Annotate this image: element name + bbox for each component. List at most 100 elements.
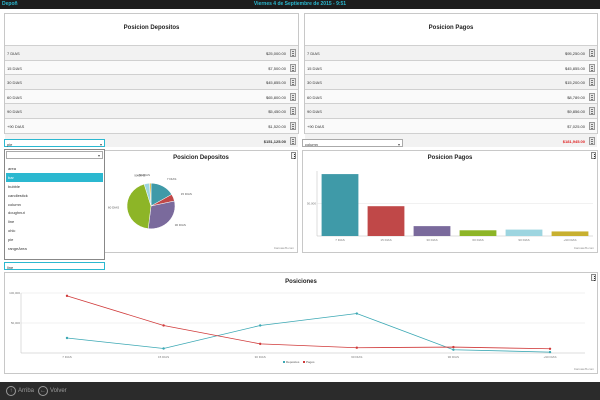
y-tick-label: 50,000 bbox=[307, 202, 317, 206]
depositos-table-panel: Posicion Depositos 7 DIAS $25,000.00 15 DI… bbox=[4, 13, 299, 148]
calculator-icon[interactable] bbox=[290, 136, 296, 145]
x-tick-label: 60 DIAS bbox=[351, 355, 362, 359]
calculator-icon[interactable] bbox=[589, 107, 595, 116]
x-tick-label: 60 DIAS bbox=[472, 238, 483, 242]
row-label: 60 DIAS bbox=[7, 94, 22, 100]
datetime-label: Viernes 4 de Septiembre de 2015 - 9:51 bbox=[253, 1, 347, 7]
chart-menu-button[interactable] bbox=[591, 274, 596, 281]
chart-type-select-posiciones-value: line bbox=[7, 264, 14, 270]
up-button[interactable]: ↑ Arriba bbox=[6, 386, 38, 396]
data-point bbox=[452, 348, 455, 351]
legend-swatch bbox=[303, 361, 305, 363]
row-value: $95,250.00 bbox=[564, 51, 585, 56]
data-point bbox=[548, 350, 552, 354]
y-tick-label: 100,000 bbox=[9, 291, 20, 295]
depositos-pie-chart: 7 DIAS 15 DIAS 30 DIAS 60 DIAS 90 DIAS+90 DI… bbox=[108, 173, 192, 230]
bar bbox=[321, 174, 359, 236]
x-tick-label: 90 DIAS bbox=[518, 238, 529, 242]
calculator-icon[interactable] bbox=[589, 121, 595, 130]
dropdown-option[interactable]: pie bbox=[8, 237, 14, 243]
table-row: 7 DIAS $25,000.00 bbox=[5, 45, 298, 60]
x-tick-label: 30 DIAS bbox=[426, 238, 437, 242]
data-point bbox=[355, 346, 358, 349]
app-name: Depoñ bbox=[2, 1, 18, 7]
posiciones-chart-panel: Posiciones 100,000 50,000 7 DIAS 15 DIAS 30 … bbox=[4, 272, 598, 374]
x-tick-label: 7 DIAS bbox=[335, 238, 345, 242]
pagos-bar-chart: 50,000 7 DIAS 15 DIAS 30 DIAS 60 DIAS 90 DIAS… bbox=[307, 171, 593, 242]
data-point bbox=[548, 347, 552, 350]
calculator-icon[interactable] bbox=[589, 63, 595, 72]
x-tick-label: 15 DIAS bbox=[380, 238, 391, 242]
chart-menu-button[interactable] bbox=[291, 152, 296, 159]
pagos-chart-panel: Posicion Pagos 50,000 7 DIAS 15 DIAS 30 DIA… bbox=[302, 150, 598, 253]
chevron-down-icon: ▾ bbox=[97, 153, 100, 158]
arrow-up-icon: ↑ bbox=[6, 386, 16, 396]
dropdown-option[interactable]: area bbox=[8, 166, 17, 171]
row-label: 30 DIAS bbox=[7, 80, 22, 86]
legend-label: Pagos bbox=[306, 360, 315, 364]
chart-type-select-depositos[interactable]: pie ▾ bbox=[4, 139, 105, 147]
row-value: $7,025.00 bbox=[567, 123, 585, 129]
calculator-icon[interactable] bbox=[589, 49, 595, 57]
row-value: $25,000.00 bbox=[265, 51, 286, 56]
row-value: $45,855.00 bbox=[265, 80, 286, 86]
table-row: 30 DIAS $45,855.00 bbox=[5, 74, 298, 89]
calculator-icon[interactable] bbox=[290, 78, 296, 87]
calculator-icon[interactable] bbox=[290, 63, 296, 72]
posiciones-line-chart: 100,000 50,000 7 DIAS 15 DIAS 30 DIAS 60 DIAS… bbox=[9, 291, 585, 364]
data-point bbox=[355, 312, 358, 315]
dropdown-option[interactable]: candlestick bbox=[8, 192, 28, 198]
depositos-table-title: Posicion Depositos bbox=[123, 25, 180, 31]
dropdown-option[interactable]: bubble bbox=[8, 183, 21, 189]
row-label: +90 DIAS bbox=[307, 123, 325, 129]
data-point bbox=[259, 324, 262, 327]
table-row: 90 DIAS $9,856.00 bbox=[305, 103, 597, 118]
chart-type-select-depositos-value: pie bbox=[7, 141, 13, 147]
top-bar: Depoñ Viernes 4 de Septiembre de 2015 - … bbox=[0, 0, 600, 9]
pie-label: 7 DIAS bbox=[167, 177, 177, 181]
table-row: 60 DIAS $8,789.00 bbox=[305, 88, 597, 104]
chart-menu-button[interactable] bbox=[591, 152, 596, 159]
row-label: 60 DIAS bbox=[307, 94, 322, 100]
chart-type-select-pagos[interactable]: column ▾ bbox=[302, 139, 403, 147]
x-tick-label: +90 DIAS bbox=[564, 238, 577, 242]
dropdown-option[interactable]: ohlc bbox=[8, 228, 16, 234]
chevron-down-icon: ▾ bbox=[397, 141, 400, 147]
dropdown-option[interactable]: line bbox=[8, 219, 15, 225]
dropdown-option[interactable]: column bbox=[8, 201, 21, 207]
calculator-icon[interactable] bbox=[589, 78, 595, 87]
pie-label: 60 DIAS bbox=[108, 206, 119, 210]
data-point bbox=[65, 336, 69, 340]
row-value: $1,520.00 bbox=[268, 123, 286, 129]
dropdown-search-input[interactable]: ▾ bbox=[6, 151, 103, 159]
pagos-table-title: Posicion Pagos bbox=[428, 25, 474, 31]
calculator-icon[interactable] bbox=[589, 136, 595, 145]
back-button[interactable]: ← Volver bbox=[38, 386, 72, 396]
up-button-label: Arriba bbox=[18, 387, 35, 394]
table-row: 15 DIAS $7,500.00 bbox=[5, 59, 298, 75]
calculator-icon[interactable] bbox=[290, 121, 296, 130]
dropdown-option[interactable]: rangeArea bbox=[8, 246, 27, 252]
row-value: $5,450.00 bbox=[268, 109, 286, 115]
calculator-icon[interactable] bbox=[290, 49, 296, 57]
back-button-label: Volver bbox=[50, 387, 67, 394]
pagos-table-panel: Posicion Pagos 7 DIAS $95,250.00 15 DIAS $4… bbox=[304, 13, 598, 148]
data-point bbox=[452, 345, 455, 349]
depositos-chart-title: Posicion Depositos bbox=[173, 155, 229, 161]
depositos-table: 7 DIAS $25,000.00 15 DIAS $7,500.00 30 DIAS $… bbox=[5, 45, 298, 148]
data-point bbox=[162, 324, 165, 327]
row-value: $65,800.00 bbox=[265, 94, 286, 100]
calculator-icon[interactable] bbox=[290, 92, 296, 101]
x-tick-label: 90 DIAS bbox=[448, 355, 459, 359]
calculator-icon[interactable] bbox=[589, 92, 595, 101]
chart-type-select-posiciones[interactable]: line bbox=[4, 262, 105, 270]
dropdown-option[interactable]: doughnut bbox=[8, 210, 25, 216]
series-line bbox=[66, 295, 551, 350]
data-point bbox=[65, 294, 69, 298]
chart-credit: CanvasJS.com bbox=[573, 246, 594, 250]
calculator-icon[interactable] bbox=[290, 107, 296, 116]
pie-label: 90 DIAS bbox=[134, 173, 145, 177]
dropdown-option[interactable]: bar bbox=[6, 172, 103, 182]
pagos-table: 7 DIAS $95,250.00 15 DIAS $45,855.00 30 DIAS… bbox=[305, 45, 597, 148]
x-tick-label: +90 DIAS bbox=[544, 355, 557, 359]
